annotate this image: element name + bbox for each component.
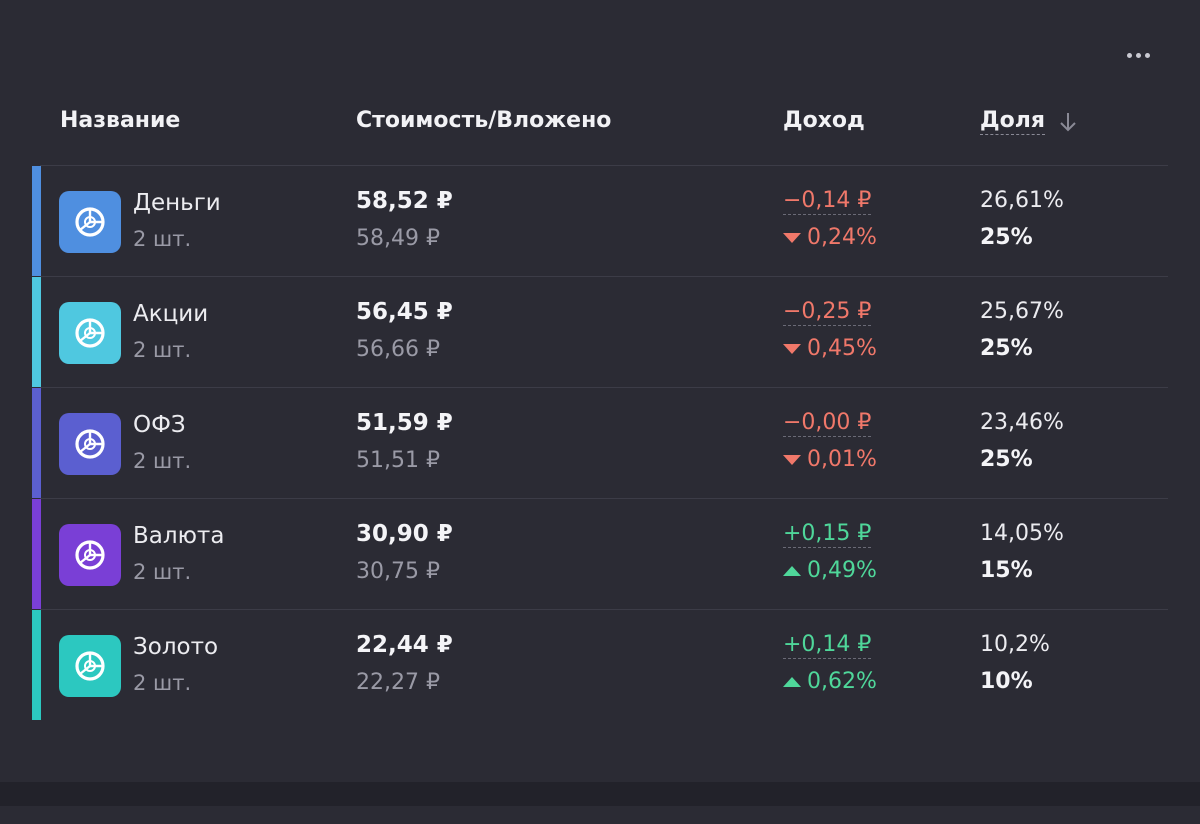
triangle-up-icon — [783, 676, 801, 687]
asset-invested: 56,66 ₽ — [356, 337, 440, 362]
asset-value: 22,44 ₽ — [356, 632, 453, 658]
asset-quantity: 2 шт. — [133, 671, 192, 695]
asset-target-share: 15% — [980, 558, 1033, 583]
column-header-share-sort[interactable]: Доля — [980, 108, 1077, 135]
asset-name: Деньги — [133, 190, 221, 216]
income-absolute[interactable]: −0,14 ₽ — [783, 188, 872, 215]
row-color-bar — [32, 277, 41, 387]
portfolio-panel: Название Стоимость/Вложено Доход Доля Де… — [0, 40, 1200, 720]
asset-target-share: 25% — [980, 447, 1033, 472]
income-percent: 0,62% — [783, 669, 877, 694]
asset-value: 51,59 ₽ — [356, 410, 453, 436]
asset-share: 26,61% — [980, 188, 1064, 213]
asset-value: 58,52 ₽ — [356, 188, 453, 214]
divider — [40, 498, 1168, 499]
portfolio-pie-icon — [59, 524, 121, 586]
table-header: Название Стоимость/Вложено Доход Доля — [0, 100, 1200, 144]
asset-value: 30,90 ₽ — [356, 521, 453, 547]
triangle-down-icon — [783, 232, 801, 243]
table-row[interactable]: ОФЗ 2 шт. 51,59 ₽ 51,51 ₽ −0,00 ₽ 0,01% … — [32, 388, 1168, 498]
asset-share: 23,46% — [980, 410, 1064, 435]
income-percent: 0,49% — [783, 558, 877, 583]
row-color-bar — [32, 388, 41, 498]
asset-value: 56,45 ₽ — [356, 299, 453, 325]
asset-target-share: 25% — [980, 225, 1033, 250]
income-percent-value: 0,24% — [807, 225, 877, 250]
asset-name: ОФЗ — [133, 412, 186, 438]
column-header-income: Доход — [783, 108, 865, 133]
divider — [40, 165, 1168, 166]
asset-invested: 58,49 ₽ — [356, 226, 440, 251]
divider — [40, 609, 1168, 610]
portfolio-pie-icon — [59, 635, 121, 697]
column-header-name: Название — [60, 108, 181, 133]
income-percent-value: 0,62% — [807, 669, 877, 694]
asset-name: Акции — [133, 301, 209, 327]
more-dots-icon — [1144, 52, 1150, 58]
asset-target-share: 25% — [980, 336, 1033, 361]
asset-invested: 51,51 ₽ — [356, 448, 440, 473]
triangle-down-icon — [783, 343, 801, 354]
triangle-up-icon — [783, 565, 801, 576]
arrow-down-icon — [1060, 112, 1076, 131]
income-absolute[interactable]: −0,00 ₽ — [783, 410, 872, 437]
income-percent-value: 0,01% — [807, 447, 877, 472]
income-percent: 0,01% — [783, 447, 877, 472]
asset-share: 25,67% — [980, 299, 1064, 324]
asset-name: Валюта — [133, 523, 225, 549]
column-header-share: Доля — [980, 108, 1045, 135]
row-color-bar — [32, 166, 41, 276]
asset-quantity: 2 шт. — [133, 449, 192, 473]
row-color-bar — [32, 610, 41, 720]
divider — [40, 276, 1168, 277]
triangle-down-icon — [783, 454, 801, 465]
income-absolute[interactable]: +0,14 ₽ — [783, 632, 872, 659]
more-dots-icon — [1135, 52, 1141, 58]
asset-quantity: 2 шт. — [133, 227, 192, 251]
asset-quantity: 2 шт. — [133, 338, 192, 362]
table-row[interactable]: Деньги 2 шт. 58,52 ₽ 58,49 ₽ −0,14 ₽ 0,2… — [32, 166, 1168, 276]
income-absolute[interactable]: −0,25 ₽ — [783, 299, 872, 326]
income-percent: 0,24% — [783, 225, 877, 250]
portfolio-pie-icon — [59, 191, 121, 253]
more-dots-icon — [1126, 52, 1132, 58]
table-row[interactable]: Золото 2 шт. 22,44 ₽ 22,27 ₽ +0,14 ₽ 0,6… — [32, 610, 1168, 720]
asset-invested: 30,75 ₽ — [356, 559, 440, 584]
table-row[interactable]: Акции 2 шт. 56,45 ₽ 56,66 ₽ −0,25 ₽ 0,45… — [32, 277, 1168, 387]
footer-strip — [0, 782, 1200, 806]
asset-share: 10,2% — [980, 632, 1050, 657]
asset-quantity: 2 шт. — [133, 560, 192, 584]
more-options-button[interactable] — [1118, 40, 1158, 70]
asset-invested: 22,27 ₽ — [356, 670, 440, 695]
income-absolute[interactable]: +0,15 ₽ — [783, 521, 872, 548]
asset-target-share: 10% — [980, 669, 1033, 694]
row-color-bar — [32, 499, 41, 609]
column-header-value: Стоимость/Вложено — [356, 108, 612, 133]
divider — [40, 387, 1168, 388]
portfolio-pie-icon — [59, 413, 121, 475]
footer-area — [0, 806, 1200, 824]
asset-name: Золото — [133, 634, 219, 660]
asset-share: 14,05% — [980, 521, 1064, 546]
income-percent: 0,45% — [783, 336, 877, 361]
income-percent-value: 0,45% — [807, 336, 877, 361]
portfolio-pie-icon — [59, 302, 121, 364]
income-percent-value: 0,49% — [807, 558, 877, 583]
table-row[interactable]: Валюта 2 шт. 30,90 ₽ 30,75 ₽ +0,15 ₽ 0,4… — [32, 499, 1168, 609]
